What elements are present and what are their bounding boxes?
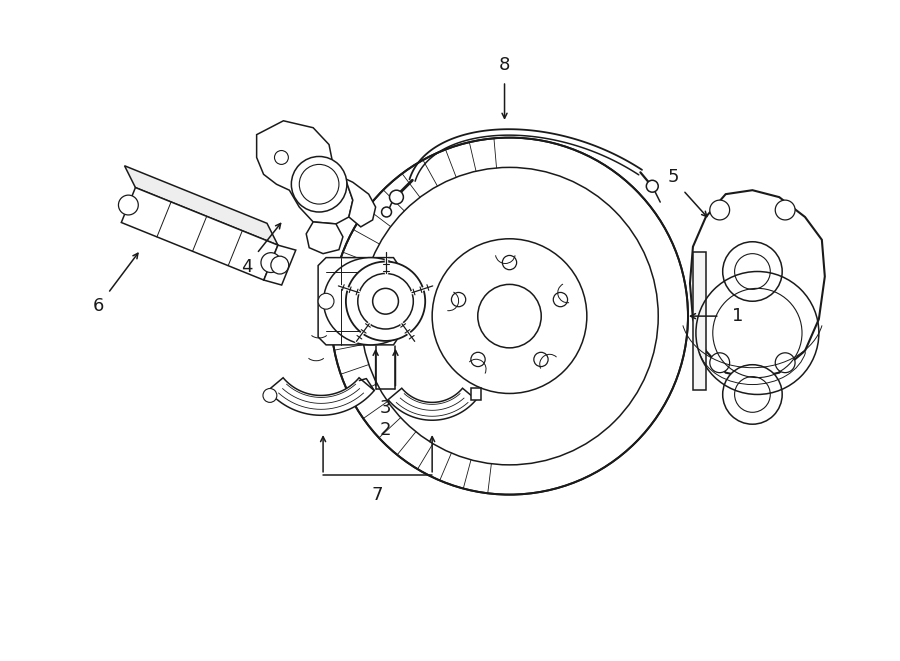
Ellipse shape bbox=[324, 258, 418, 345]
Circle shape bbox=[534, 352, 548, 367]
Circle shape bbox=[119, 195, 139, 215]
Text: 5: 5 bbox=[668, 169, 679, 186]
Circle shape bbox=[710, 200, 730, 220]
Circle shape bbox=[382, 207, 392, 217]
Circle shape bbox=[554, 292, 568, 307]
Text: 8: 8 bbox=[499, 56, 510, 74]
Circle shape bbox=[261, 253, 281, 272]
Circle shape bbox=[346, 262, 425, 341]
Circle shape bbox=[502, 255, 517, 270]
Circle shape bbox=[390, 190, 403, 204]
Polygon shape bbox=[122, 188, 278, 280]
Polygon shape bbox=[264, 245, 296, 285]
Polygon shape bbox=[690, 190, 824, 379]
Polygon shape bbox=[336, 175, 375, 227]
Circle shape bbox=[263, 389, 277, 403]
Circle shape bbox=[646, 180, 658, 192]
Polygon shape bbox=[306, 222, 343, 254]
Circle shape bbox=[271, 256, 289, 274]
Polygon shape bbox=[268, 377, 374, 415]
Circle shape bbox=[710, 353, 730, 373]
Text: 3: 3 bbox=[380, 399, 392, 417]
Circle shape bbox=[331, 137, 688, 494]
Circle shape bbox=[775, 353, 795, 373]
Circle shape bbox=[723, 242, 782, 301]
Text: 7: 7 bbox=[372, 486, 383, 504]
Circle shape bbox=[274, 151, 288, 165]
Text: 6: 6 bbox=[93, 297, 104, 315]
Circle shape bbox=[318, 293, 334, 309]
Circle shape bbox=[775, 200, 795, 220]
Circle shape bbox=[292, 157, 346, 212]
Text: 2: 2 bbox=[380, 421, 392, 439]
Circle shape bbox=[452, 292, 465, 307]
Circle shape bbox=[471, 352, 485, 367]
Polygon shape bbox=[124, 166, 278, 245]
Circle shape bbox=[723, 365, 782, 424]
Polygon shape bbox=[472, 388, 482, 400]
Polygon shape bbox=[693, 252, 706, 391]
Polygon shape bbox=[318, 258, 398, 345]
Text: 1: 1 bbox=[732, 307, 743, 325]
Polygon shape bbox=[256, 121, 353, 224]
Text: 4: 4 bbox=[241, 258, 253, 276]
Polygon shape bbox=[388, 388, 476, 420]
